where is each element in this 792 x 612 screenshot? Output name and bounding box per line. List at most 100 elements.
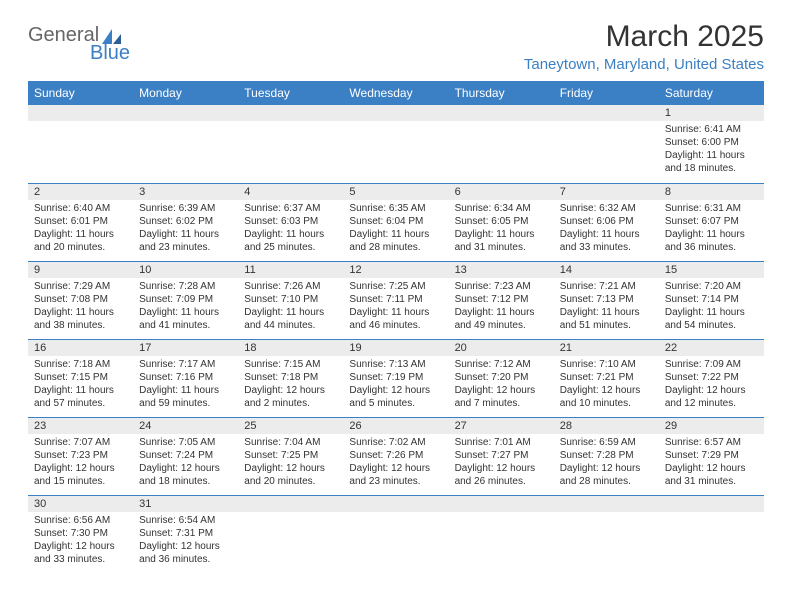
sunrise-text: Sunrise: 7:02 AM	[349, 436, 442, 449]
day-number: 12	[343, 262, 448, 278]
calendar-week-row: 2Sunrise: 6:40 AMSunset: 6:01 PMDaylight…	[28, 183, 764, 261]
calendar-cell: 8Sunrise: 6:31 AMSunset: 6:07 PMDaylight…	[659, 183, 764, 261]
day-number: 19	[343, 340, 448, 356]
sunrise-text: Sunrise: 7:21 AM	[560, 280, 653, 293]
sunset-text: Sunset: 6:06 PM	[560, 215, 653, 228]
calendar-cell: 11Sunrise: 7:26 AMSunset: 7:10 PMDayligh…	[238, 261, 343, 339]
day-body: Sunrise: 7:20 AMSunset: 7:14 PMDaylight:…	[659, 278, 764, 336]
daylight-text: Daylight: 12 hours and 5 minutes.	[349, 384, 442, 410]
daylight-text: Daylight: 12 hours and 10 minutes.	[560, 384, 653, 410]
calendar-cell	[343, 495, 448, 573]
day-body: Sunrise: 6:39 AMSunset: 6:02 PMDaylight:…	[133, 200, 238, 258]
sunset-text: Sunset: 7:09 PM	[139, 293, 232, 306]
calendar-page: General March 2025 Taneytown, Maryland, …	[0, 0, 792, 593]
daylight-text: Daylight: 11 hours and 57 minutes.	[34, 384, 127, 410]
calendar-cell: 16Sunrise: 7:18 AMSunset: 7:15 PMDayligh…	[28, 339, 133, 417]
day-number	[554, 496, 659, 512]
sunset-text: Sunset: 6:02 PM	[139, 215, 232, 228]
sunset-text: Sunset: 6:01 PM	[34, 215, 127, 228]
day-body: Sunrise: 7:01 AMSunset: 7:27 PMDaylight:…	[449, 434, 554, 492]
day-number	[659, 496, 764, 512]
daylight-text: Daylight: 12 hours and 12 minutes.	[665, 384, 758, 410]
day-number: 2	[28, 184, 133, 200]
calendar-cell: 21Sunrise: 7:10 AMSunset: 7:21 PMDayligh…	[554, 339, 659, 417]
day-number: 5	[343, 184, 448, 200]
day-body: Sunrise: 6:56 AMSunset: 7:30 PMDaylight:…	[28, 512, 133, 570]
day-body: Sunrise: 7:04 AMSunset: 7:25 PMDaylight:…	[238, 434, 343, 492]
day-number: 6	[449, 184, 554, 200]
sunrise-text: Sunrise: 6:41 AM	[665, 123, 758, 136]
daylight-text: Daylight: 11 hours and 25 minutes.	[244, 228, 337, 254]
daylight-text: Daylight: 12 hours and 33 minutes.	[34, 540, 127, 566]
month-title: March 2025	[524, 20, 764, 54]
calendar-cell: 9Sunrise: 7:29 AMSunset: 7:08 PMDaylight…	[28, 261, 133, 339]
daylight-text: Daylight: 12 hours and 31 minutes.	[665, 462, 758, 488]
daylight-text: Daylight: 12 hours and 28 minutes.	[560, 462, 653, 488]
sunrise-text: Sunrise: 7:17 AM	[139, 358, 232, 371]
daylight-text: Daylight: 11 hours and 31 minutes.	[455, 228, 548, 254]
sunset-text: Sunset: 7:13 PM	[560, 293, 653, 306]
daylight-text: Daylight: 11 hours and 51 minutes.	[560, 306, 653, 332]
daylight-text: Daylight: 11 hours and 28 minutes.	[349, 228, 442, 254]
sunrise-text: Sunrise: 7:23 AM	[455, 280, 548, 293]
calendar-cell: 3Sunrise: 6:39 AMSunset: 6:02 PMDaylight…	[133, 183, 238, 261]
calendar-cell	[554, 495, 659, 573]
sunrise-text: Sunrise: 6:56 AM	[34, 514, 127, 527]
day-body: Sunrise: 7:05 AMSunset: 7:24 PMDaylight:…	[133, 434, 238, 492]
daylight-text: Daylight: 11 hours and 44 minutes.	[244, 306, 337, 332]
day-body: Sunrise: 6:54 AMSunset: 7:31 PMDaylight:…	[133, 512, 238, 570]
calendar-cell	[238, 495, 343, 573]
sunrise-text: Sunrise: 7:20 AM	[665, 280, 758, 293]
day-body: Sunrise: 7:18 AMSunset: 7:15 PMDaylight:…	[28, 356, 133, 414]
weekday-header: Tuesday	[238, 81, 343, 105]
weekday-header: Saturday	[659, 81, 764, 105]
sunrise-text: Sunrise: 6:57 AM	[665, 436, 758, 449]
weekday-header: Sunday	[28, 81, 133, 105]
daylight-text: Daylight: 11 hours and 38 minutes.	[34, 306, 127, 332]
sunrise-text: Sunrise: 7:25 AM	[349, 280, 442, 293]
sunrise-text: Sunrise: 7:13 AM	[349, 358, 442, 371]
day-number: 4	[238, 184, 343, 200]
sunrise-text: Sunrise: 7:05 AM	[139, 436, 232, 449]
sunrise-text: Sunrise: 7:04 AM	[244, 436, 337, 449]
header: General March 2025 Taneytown, Maryland, …	[28, 20, 764, 73]
calendar-cell: 13Sunrise: 7:23 AMSunset: 7:12 PMDayligh…	[449, 261, 554, 339]
day-number: 10	[133, 262, 238, 278]
sunset-text: Sunset: 7:21 PM	[560, 371, 653, 384]
day-body: Sunrise: 7:13 AMSunset: 7:19 PMDaylight:…	[343, 356, 448, 414]
day-number: 18	[238, 340, 343, 356]
sunrise-text: Sunrise: 7:09 AM	[665, 358, 758, 371]
sunrise-text: Sunrise: 6:31 AM	[665, 202, 758, 215]
sunset-text: Sunset: 6:04 PM	[349, 215, 442, 228]
daylight-text: Daylight: 11 hours and 33 minutes.	[560, 228, 653, 254]
day-body: Sunrise: 7:15 AMSunset: 7:18 PMDaylight:…	[238, 356, 343, 414]
daylight-text: Daylight: 11 hours and 41 minutes.	[139, 306, 232, 332]
day-number: 23	[28, 418, 133, 434]
day-body: Sunrise: 7:10 AMSunset: 7:21 PMDaylight:…	[554, 356, 659, 414]
calendar-body: 1Sunrise: 6:41 AMSunset: 6:00 PMDaylight…	[28, 105, 764, 573]
sunrise-text: Sunrise: 6:59 AM	[560, 436, 653, 449]
day-number: 24	[133, 418, 238, 434]
sunset-text: Sunset: 7:28 PM	[560, 449, 653, 462]
sunrise-text: Sunrise: 7:26 AM	[244, 280, 337, 293]
day-body: Sunrise: 6:41 AMSunset: 6:00 PMDaylight:…	[659, 121, 764, 179]
calendar-week-row: 16Sunrise: 7:18 AMSunset: 7:15 PMDayligh…	[28, 339, 764, 417]
day-number: 1	[659, 105, 764, 121]
day-body: Sunrise: 7:28 AMSunset: 7:09 PMDaylight:…	[133, 278, 238, 336]
calendar-cell	[28, 105, 133, 183]
day-body: Sunrise: 7:17 AMSunset: 7:16 PMDaylight:…	[133, 356, 238, 414]
calendar-cell	[133, 105, 238, 183]
calendar-cell: 20Sunrise: 7:12 AMSunset: 7:20 PMDayligh…	[449, 339, 554, 417]
title-block: March 2025 Taneytown, Maryland, United S…	[524, 20, 764, 73]
sunset-text: Sunset: 6:03 PM	[244, 215, 337, 228]
sunrise-text: Sunrise: 6:54 AM	[139, 514, 232, 527]
calendar-cell: 26Sunrise: 7:02 AMSunset: 7:26 PMDayligh…	[343, 417, 448, 495]
day-number	[238, 105, 343, 121]
sunrise-text: Sunrise: 7:29 AM	[34, 280, 127, 293]
day-body: Sunrise: 6:37 AMSunset: 6:03 PMDaylight:…	[238, 200, 343, 258]
calendar-head: Sunday Monday Tuesday Wednesday Thursday…	[28, 81, 764, 105]
daylight-text: Daylight: 12 hours and 20 minutes.	[244, 462, 337, 488]
day-number	[449, 496, 554, 512]
daylight-text: Daylight: 11 hours and 23 minutes.	[139, 228, 232, 254]
sunset-text: Sunset: 7:27 PM	[455, 449, 548, 462]
